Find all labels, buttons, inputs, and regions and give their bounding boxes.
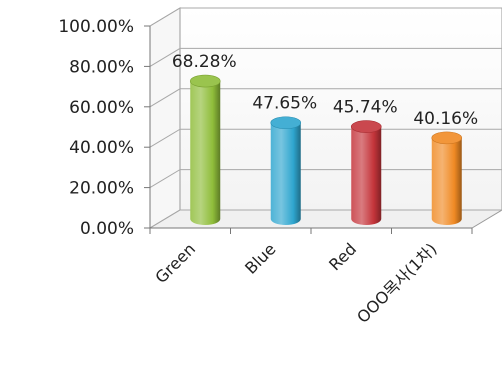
data-label: 47.65% <box>252 94 317 114</box>
data-label: 40.16% <box>413 109 478 129</box>
gridline <box>149 47 502 67</box>
bar <box>270 116 302 225</box>
bar <box>189 74 221 225</box>
data-label: 45.74% <box>333 98 398 118</box>
gridline <box>149 169 502 189</box>
bar-top <box>189 74 221 88</box>
bar-top <box>350 120 382 133</box>
chart-side-wall <box>149 7 181 229</box>
y-tick-label: 40.00% <box>69 138 134 158</box>
bar <box>431 131 463 225</box>
bar-body <box>351 126 382 225</box>
category-label: Green <box>151 239 199 287</box>
bar-body <box>270 122 301 225</box>
y-tick-label: 20.00% <box>69 179 134 199</box>
gridline <box>149 209 502 229</box>
bar-body <box>431 137 462 225</box>
category-label: Blue <box>241 239 279 277</box>
gridline <box>149 128 502 148</box>
y-tick-label: 100.00% <box>58 17 134 37</box>
bar-top <box>431 131 463 145</box>
y-tick-label: 60.00% <box>69 98 134 118</box>
category-label: Red <box>325 239 360 274</box>
y-tick-label: 80.00% <box>69 57 134 77</box>
bar-body <box>190 81 221 225</box>
data-label: 68.28% <box>172 52 237 72</box>
bar <box>350 120 382 225</box>
category-label: OOO목사(1차) <box>353 239 440 326</box>
y-tick-label: 0.00% <box>80 219 134 239</box>
bar-top <box>270 116 302 130</box>
gridline <box>149 88 502 108</box>
gridline <box>149 7 502 27</box>
